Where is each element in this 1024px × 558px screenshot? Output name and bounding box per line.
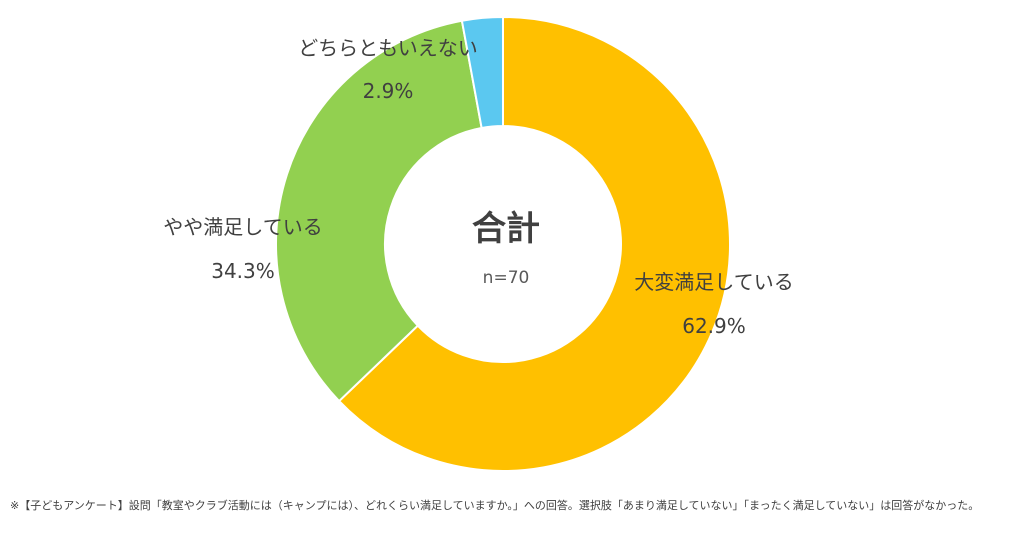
chart-center-title: 合計 — [472, 209, 540, 249]
slice-value-somewhat-satisfied: 34.3% — [211, 259, 275, 283]
slice-very-satisfied — [337, 15, 731, 472]
slice-neutral — [460, 15, 504, 130]
chart-center-subtitle: n=70 — [483, 268, 530, 288]
slice-label-neutral: どちらともいえない — [298, 36, 478, 60]
donut-slices — [275, 15, 731, 472]
footnote: ※【子どもアンケート】設問「教室やクラブ活動には（キャンプには）、どれくらい満足… — [10, 499, 980, 512]
slice-label-somewhat-satisfied: やや満足している — [163, 215, 322, 239]
slice-somewhat-satisfied — [275, 19, 483, 403]
slice-label-very-satisfied: 大変満足している — [634, 270, 793, 294]
slice-value-neutral: 2.9% — [363, 79, 414, 103]
slice-value-very-satisfied: 62.9% — [682, 314, 746, 338]
donut-chart: 合計 n=70 大変満足している 62.9% やや満足している 34.3% どち… — [163, 15, 794, 472]
